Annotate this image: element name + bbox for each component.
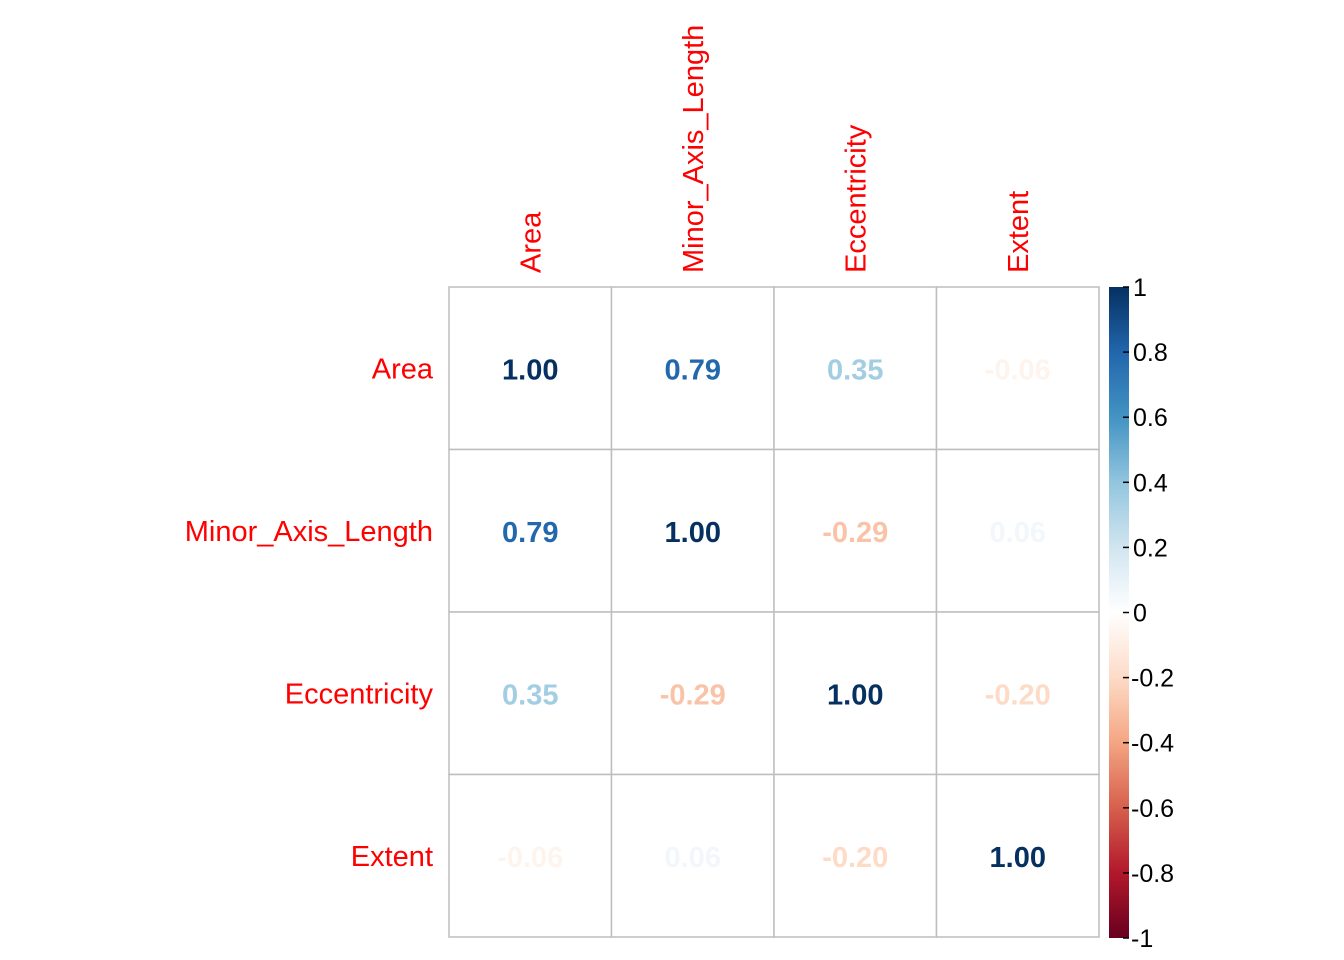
correlation-value-label: 0.79 <box>502 517 558 549</box>
correlation-value-label: -0.06 <box>985 354 1051 386</box>
matrix-cell <box>935 773 1100 938</box>
row-label: Extent <box>351 841 433 873</box>
correlation-value-label: -0.29 <box>822 517 888 549</box>
matrix-cell <box>773 773 938 938</box>
column-label: Minor_Axis_Length <box>678 25 710 273</box>
matrix-cell <box>610 611 775 776</box>
correlation-value-label: 0.06 <box>990 517 1046 549</box>
correlation-value-label: 1.00 <box>665 517 721 549</box>
colorbar-tick-label: 1 <box>1133 274 1147 302</box>
row-label: Eccentricity <box>285 678 434 710</box>
colorbar-gradient <box>1109 287 1129 938</box>
matrix-cell <box>610 773 775 938</box>
column-label: Area <box>515 211 547 273</box>
colorbar-tick-label: -0.2 <box>1131 665 1174 693</box>
colorbar-tick-label: 0.6 <box>1133 404 1168 432</box>
matrix-cell <box>773 286 938 451</box>
color-legend: 1 0.8 0.6 0.4 0.2 0 -0.2 -0.4 -0.6 -0.8 -1 <box>1109 274 1174 953</box>
colorbar-tick-label: -1 <box>1131 925 1153 953</box>
matrix-cell <box>448 448 613 613</box>
column-label: Extent <box>1003 191 1035 273</box>
correlation-value-label: -0.29 <box>660 679 726 711</box>
matrix-cell <box>935 286 1100 451</box>
correlation-value-label: 0.35 <box>827 354 883 386</box>
row-label: Area <box>372 353 434 385</box>
matrix-cell <box>448 773 613 938</box>
row-labels: Area Minor_Axis_Length Eccentricity Extent <box>185 353 434 873</box>
correlation-value-label: -0.06 <box>497 842 563 874</box>
colorbar-tick-label: -0.8 <box>1131 860 1174 888</box>
matrix-cell <box>610 448 775 613</box>
matrix-cell <box>610 286 775 451</box>
matrix-cells: 1.00 0.79 0.35 -0.06 0.79 1.00 -0.29 0.06 0.35 -0… <box>448 286 1100 938</box>
correlation-value-label: -0.20 <box>822 842 888 874</box>
correlation-value-label: 0.06 <box>665 842 721 874</box>
correlation-value-label: 0.79 <box>665 354 721 386</box>
correlation-value-label: 0.35 <box>502 679 558 711</box>
colorbar-tick-label: -0.4 <box>1131 730 1174 758</box>
colorbar-tick-label: -0.6 <box>1131 795 1174 823</box>
correlation-value-label: 1.00 <box>990 842 1046 874</box>
correlation-value-label: -0.20 <box>985 679 1051 711</box>
colorbar-tick-label: 0.2 <box>1133 534 1168 562</box>
matrix-cell <box>448 286 613 451</box>
correlation-value-label: 1.00 <box>502 354 558 386</box>
matrix-cell <box>935 448 1100 613</box>
colorbar-tick-label: 0.4 <box>1133 469 1168 497</box>
colorbar-tick-label: 0 <box>1133 600 1147 628</box>
column-label: Eccentricity <box>840 124 872 273</box>
matrix-cell <box>935 611 1100 776</box>
correlation-value-label: 1.00 <box>827 679 883 711</box>
column-labels: Area Minor_Axis_Length Eccentricity Extent <box>515 25 1035 273</box>
colorbar-tick-label: 0.8 <box>1133 339 1168 367</box>
row-label: Minor_Axis_Length <box>185 516 433 548</box>
